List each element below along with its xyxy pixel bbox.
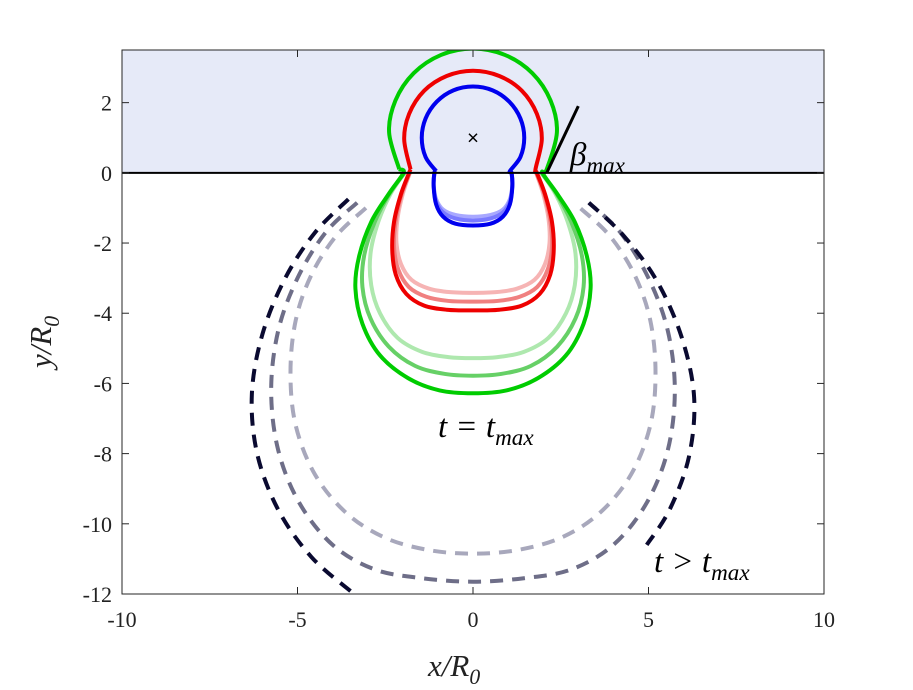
annotation-base: t > t: [654, 544, 712, 580]
y-tick-label: -8: [94, 442, 112, 467]
curve: [419, 84, 527, 228]
annotation-base: β: [569, 137, 587, 173]
x-tick-label: 0: [468, 607, 479, 632]
annotation-subscript: max: [495, 424, 534, 450]
y-axis-label-subscript: 0: [40, 316, 64, 327]
x-axis-label-subscript: 0: [469, 665, 480, 685]
plot-area: [122, 50, 824, 594]
annotation: t = tmax: [438, 409, 534, 450]
dashed-curve: [269, 201, 677, 584]
x-tick-label: 5: [643, 607, 654, 632]
shaded-region: [122, 50, 824, 173]
y-tick-label: -2: [94, 231, 112, 256]
y-tick-label: 2: [101, 91, 112, 116]
annotation-subscript: max: [586, 152, 625, 178]
x-axis-label: x/R0: [427, 648, 480, 685]
x-tick-label: -10: [107, 607, 136, 632]
y-tick-label: -4: [94, 301, 112, 326]
annotation-subscript: max: [711, 559, 750, 585]
y-axis-label-base: y/R: [23, 327, 58, 371]
curve: [359, 171, 587, 378]
y-tick-label: -12: [83, 582, 112, 607]
curve: [390, 68, 556, 313]
y-tick-label: -6: [94, 371, 112, 396]
center-marker: [468, 133, 478, 143]
dashed-curve: [288, 206, 658, 556]
dashed-curve: [249, 197, 697, 594]
annotation: t > tmax: [654, 544, 750, 585]
x-tick-label: -5: [288, 607, 306, 632]
curve: [431, 172, 515, 223]
x-tick-label: 10: [813, 607, 835, 632]
x-axis-label-base: x/R: [427, 648, 469, 683]
beta-line: [545, 105, 580, 174]
y-tick-label: 0: [101, 161, 112, 186]
y-tick-label: -10: [83, 512, 112, 537]
y-axis-label: y/R0: [23, 316, 64, 371]
curve: [353, 50, 593, 396]
curve: [394, 172, 552, 295]
curve: [431, 172, 515, 219]
annotation-base: t = t: [438, 409, 496, 445]
annotation: βmax: [569, 137, 626, 178]
curve: [367, 171, 579, 361]
